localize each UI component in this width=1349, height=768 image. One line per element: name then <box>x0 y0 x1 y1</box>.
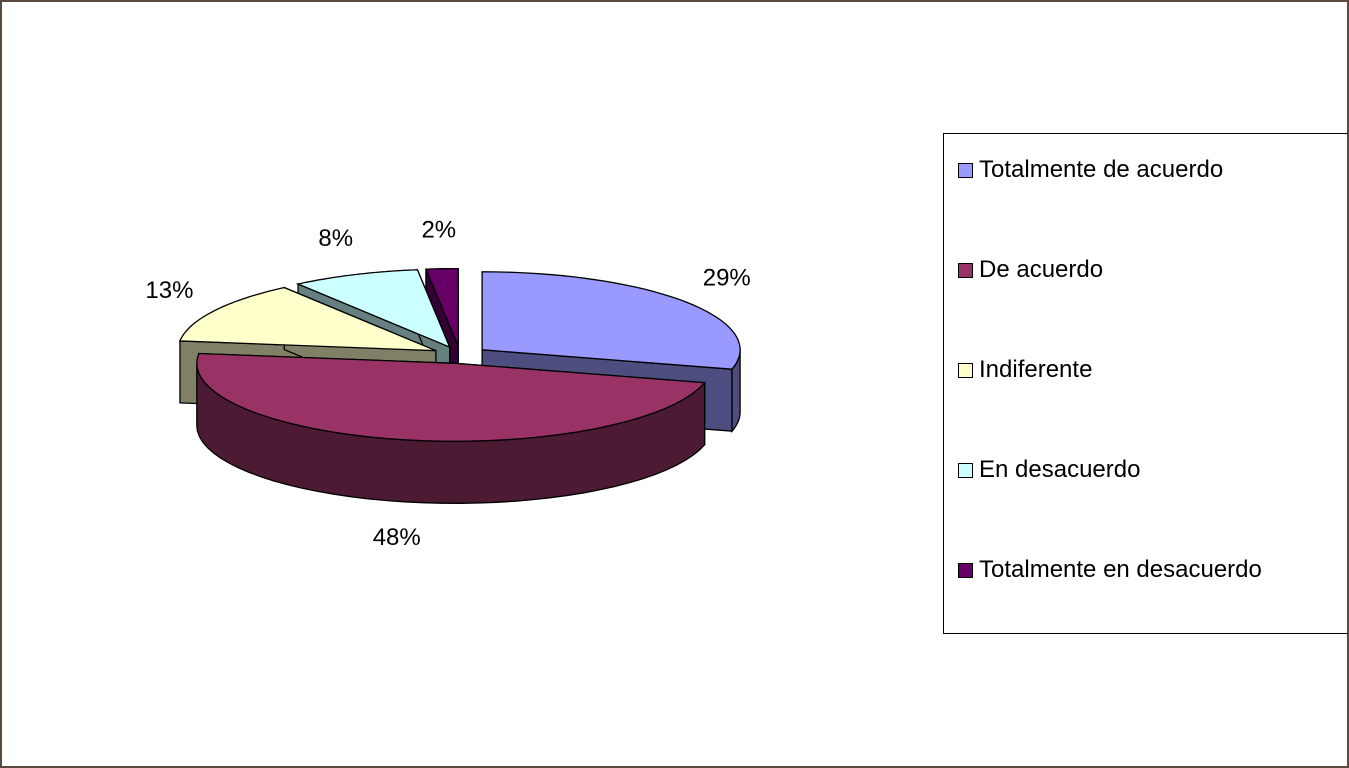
data-label: 29% <box>703 264 751 291</box>
slice-top <box>295 269 451 349</box>
data-label: 8% <box>318 225 353 252</box>
legend-swatch <box>958 363 973 378</box>
legend-item: De acuerdo <box>958 250 1348 350</box>
legend-swatch <box>958 163 973 178</box>
legend-label: Totalmente de acuerdo <box>979 156 1224 183</box>
legend-label: De acuerdo <box>979 256 1104 283</box>
legend-label: En desacuerdo <box>979 456 1141 483</box>
slice-top <box>178 286 437 352</box>
data-label: 48% <box>373 524 421 551</box>
legend-item: En desacuerdo <box>958 450 1348 550</box>
data-label: 13% <box>145 277 193 304</box>
legend: Totalmente de acuerdo De acuerdo Indiferen… <box>943 133 1348 634</box>
legend-label: Indiferente <box>979 356 1093 383</box>
slice-top <box>481 271 741 370</box>
legend-swatch <box>958 263 973 278</box>
legend-item: Totalmente de acuerdo <box>958 150 1348 250</box>
legend-swatch <box>958 463 973 478</box>
legend-item: Totalmente en desacuerdo <box>958 550 1348 650</box>
legend-item: Indiferente <box>958 350 1348 450</box>
data-label: 2% <box>421 217 456 244</box>
slice-top <box>424 267 459 347</box>
legend-swatch <box>958 563 973 578</box>
slice <box>196 352 707 504</box>
slice-top <box>196 352 707 442</box>
legend-label: Totalmente en desacuerdo <box>979 556 1262 583</box>
